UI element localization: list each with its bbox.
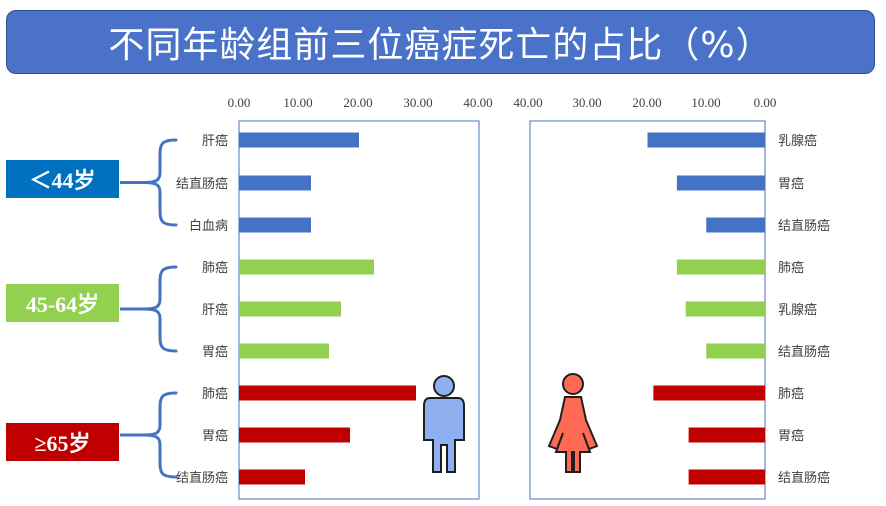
x-tick-label: 0.00	[754, 95, 777, 110]
age-group-label-45-64: 45-64岁	[6, 284, 119, 322]
bar	[653, 385, 765, 401]
bar	[239, 343, 329, 359]
title-banner: 不同年龄组前三位癌症死亡的占比（%）	[6, 10, 875, 74]
male-person-icon	[423, 375, 465, 473]
category-label: 结直肠癌	[176, 176, 228, 192]
category-label: 肝癌	[202, 133, 228, 149]
age-group-label-65-plus: ≥65岁	[6, 423, 119, 461]
bar	[239, 385, 416, 401]
bar	[239, 427, 350, 443]
category-label: 胃癌	[202, 344, 228, 360]
category-label: 结直肠癌	[778, 218, 830, 234]
bar	[239, 132, 359, 148]
category-label: 结直肠癌	[778, 344, 830, 360]
bar	[706, 217, 765, 233]
category-label: 肺癌	[778, 260, 804, 276]
category-label: 肺癌	[778, 386, 804, 402]
chart-panel-female: 40.00 30.00 20.00 10.00 0.00乳腺癌胃癌结直肠癌肺癌乳腺癌结直…	[513, 95, 830, 500]
category-label: 乳腺癌	[778, 302, 817, 318]
x-tick-label: 40.00	[463, 95, 492, 110]
x-tick-label: 20.00	[632, 95, 661, 110]
category-label: 胃癌	[778, 428, 804, 444]
category-label: 胃癌	[202, 428, 228, 444]
female-head	[562, 373, 584, 395]
category-label: 乳腺癌	[778, 133, 817, 149]
category-label: 肺癌	[202, 386, 228, 402]
bar	[706, 343, 765, 359]
bracket	[143, 265, 178, 353]
x-tick-label: 10.00	[283, 95, 312, 110]
category-label: 肺癌	[202, 260, 228, 276]
bar	[647, 132, 765, 148]
x-tick-label: 20.00	[343, 95, 372, 110]
x-tick-label: 40.00	[513, 95, 542, 110]
bar	[239, 217, 311, 233]
female-body	[547, 396, 599, 473]
bar	[239, 175, 311, 191]
x-tick-label: 30.00	[403, 95, 432, 110]
age-group-label-under-44: ＜44岁	[6, 160, 119, 198]
chart-panel-male: 0.00 10.00 20.00 30.00 40.00肝癌结直肠癌白血病肺癌肝癌胃癌肺…	[176, 95, 493, 500]
bar	[239, 469, 305, 485]
bar	[676, 175, 765, 191]
category-label: 白血病	[189, 218, 228, 234]
category-label: 肝癌	[202, 302, 228, 318]
category-label: 结直肠癌	[778, 470, 830, 486]
bar	[239, 259, 374, 275]
bracket	[143, 138, 178, 227]
female-person-icon	[547, 373, 599, 473]
x-tick-label: 30.00	[572, 95, 601, 110]
x-tick-label: 0.00	[228, 95, 251, 110]
category-label: 胃癌	[778, 176, 804, 192]
bar	[685, 301, 765, 317]
chart-title: 不同年龄组前三位癌症死亡的占比（%）	[108, 25, 773, 66]
bracket	[143, 391, 178, 479]
bar	[676, 259, 765, 275]
x-tick-label: 10.00	[691, 95, 720, 110]
bar	[688, 427, 765, 443]
male-body	[423, 397, 465, 473]
bar	[688, 469, 765, 485]
bar	[239, 301, 341, 317]
male-head	[433, 375, 455, 397]
category-label: 结直肠癌	[176, 470, 228, 486]
